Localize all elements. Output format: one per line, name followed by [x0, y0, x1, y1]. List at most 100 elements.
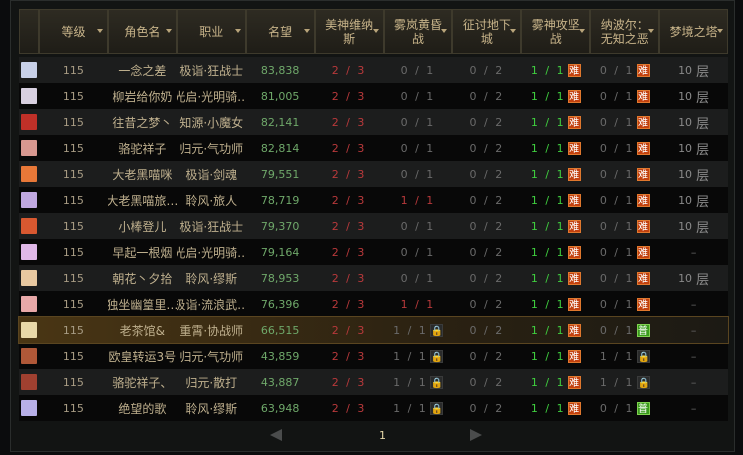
job: 极诣·剑魂	[185, 167, 238, 182]
tower-cell: 10 层	[659, 213, 728, 239]
header-sort-7[interactable]: 雾神攻坚战	[521, 9, 591, 54]
header-sort-3[interactable]: 名望	[245, 9, 315, 54]
venus-progress: 2 / 3	[331, 323, 367, 337]
siege-progress: 1 / 1	[530, 63, 566, 77]
dungeon-progress-cell: 0 / 2	[452, 291, 521, 317]
header-sort-2[interactable]: 职业	[176, 9, 246, 54]
tower-floor: 10	[678, 193, 693, 207]
sort-arrow-icon	[372, 29, 379, 33]
character-name-cell: 独坐幽篁里…	[108, 291, 177, 317]
avatar-cell	[19, 135, 39, 161]
table-row[interactable]: 115 早起一根烟 光启·光明骑… 79,164 2 / 3 0 / 1 0 / 2 1 / …	[19, 239, 728, 265]
job-cell: 聆风·缪斯	[177, 395, 246, 421]
hard-badge: 难	[636, 219, 650, 233]
tower-cell: –	[659, 239, 728, 265]
sort-arrow-icon	[165, 29, 172, 33]
venus-progress: 2 / 3	[331, 141, 367, 155]
lock-icon: 🔒	[429, 323, 444, 337]
dungeon-progress-cell: 0 / 2	[452, 161, 521, 187]
venus-progress-cell: 2 / 3	[315, 187, 384, 213]
header-sort-6[interactable]: 征讨地下城	[452, 9, 522, 54]
level-cell: 115	[39, 161, 108, 187]
avatar	[20, 270, 37, 286]
character-name: 往昔之梦丶	[112, 115, 173, 130]
avatar	[20, 88, 37, 104]
mist-progress-cell: 0 / 1	[384, 57, 453, 83]
header-sort-8[interactable]: 纳波尔：无知之恶	[590, 9, 660, 54]
reputation-cell: 82,814	[246, 135, 315, 161]
header-sort-1[interactable]: 角色名	[107, 9, 177, 54]
tower-empty: –	[690, 349, 697, 363]
lock-icon: 🔒	[429, 401, 444, 415]
header-sort-5[interactable]: 雾岚黄昏战	[383, 9, 453, 54]
character-name: 骆驼祥子	[118, 141, 167, 156]
tower-cell: 10 层	[659, 109, 728, 135]
next-page-icon[interactable]	[470, 429, 482, 441]
reputation-cell: 81,005	[246, 83, 315, 109]
job-cell: 光启·光明骑…	[177, 83, 246, 109]
reputation-cell: 43,859	[246, 343, 315, 369]
tower-cell: 10 层	[659, 57, 728, 83]
table-row[interactable]: 115 大老黑喵旅… 聆风·旅人 78,719 2 / 3 1 / 1 0 / 2 1 / 1…	[19, 187, 728, 213]
avatar-cell	[19, 109, 39, 135]
dungeon-progress: 0 / 2	[469, 89, 505, 103]
mist-progress-cell: 1 / 1 🔒	[384, 395, 453, 421]
mist-progress: 1 / 1	[393, 401, 428, 415]
level: 115	[62, 167, 84, 181]
header-sort-4[interactable]: 美神维纳斯	[314, 9, 384, 54]
current-page[interactable]: 1	[379, 429, 386, 442]
table-row[interactable]: 115 往昔之梦丶 知源·小魔女 82,141 2 / 3 0 / 1 0 / 2 1 / 1…	[19, 109, 728, 135]
venus-progress: 2 / 3	[331, 115, 367, 129]
header-label: 梦境之塔	[669, 24, 718, 39]
tower-cell: 10 层	[659, 161, 728, 187]
level: 115	[62, 89, 84, 103]
reputation-cell: 79,164	[246, 239, 315, 265]
job: 聆风·缪斯	[185, 271, 238, 286]
nabol-progress: 1 / 1	[599, 375, 635, 389]
hard-badge: 难	[567, 349, 581, 363]
sort-arrow-icon	[441, 29, 448, 33]
reputation-cell: 78,719	[246, 187, 315, 213]
venus-progress-cell: 2 / 3	[315, 135, 384, 161]
character-name-cell: 老茶馆&	[108, 317, 177, 343]
venus-progress-cell: 2 / 3	[315, 213, 384, 239]
avatar-cell	[19, 291, 39, 317]
venus-progress-cell: 2 / 3	[315, 83, 384, 109]
character-name: 大老黑喵旅…	[107, 193, 177, 208]
avatar-cell	[19, 369, 39, 395]
dungeon-progress: 0 / 2	[469, 63, 505, 77]
table-row[interactable]: 115 独坐幽篁里… 极诣·流浪武… 76,396 2 / 3 1 / 1 0 / 2 1 /…	[19, 291, 728, 317]
header-sort-0[interactable]: 等级	[39, 9, 108, 54]
avatar	[20, 114, 37, 130]
table-row[interactable]: 115 柳岩给你奶 光启·光明骑… 81,005 2 / 3 0 / 1 0 / 2 1 / …	[19, 83, 728, 109]
dungeon-progress-cell: 0 / 2	[452, 83, 521, 109]
lock-icon: 🔒	[636, 349, 650, 363]
reputation: 82,141	[260, 115, 300, 129]
hard-badge: 难	[567, 63, 581, 77]
level-cell: 115	[39, 83, 108, 109]
nabol-progress: 0 / 1	[599, 167, 635, 181]
reputation-cell: 82,141	[246, 109, 315, 135]
prev-page-icon[interactable]	[270, 429, 282, 441]
avatar	[20, 140, 37, 156]
reputation: 81,005	[260, 89, 300, 103]
nabol-progress: 0 / 1	[599, 245, 635, 259]
floor-unit: 层	[696, 194, 710, 210]
header-sort-9[interactable]: 梦境之塔	[659, 9, 729, 54]
siege-progress: 1 / 1	[530, 141, 566, 155]
